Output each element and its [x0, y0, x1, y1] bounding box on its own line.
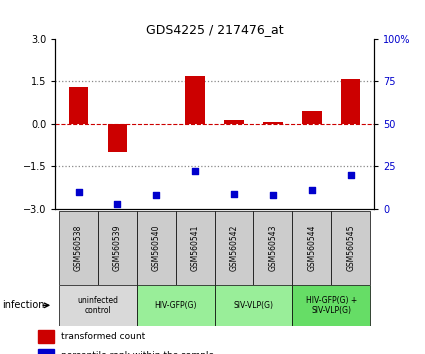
Bar: [137, 211, 176, 285]
Point: [347, 172, 354, 178]
Point: [75, 189, 82, 195]
Bar: [37, 330, 54, 343]
Bar: [292, 285, 370, 326]
Text: uninfected
control: uninfected control: [77, 296, 119, 315]
Bar: [98, 211, 137, 285]
Bar: [263, 122, 283, 124]
Bar: [224, 120, 244, 124]
Bar: [108, 124, 127, 152]
Text: HIV-GFP(G) +
SIV-VLP(G): HIV-GFP(G) + SIV-VLP(G): [306, 296, 357, 315]
Point: [192, 169, 198, 174]
Bar: [215, 211, 253, 285]
Bar: [341, 79, 360, 124]
Bar: [137, 285, 215, 326]
Bar: [292, 211, 331, 285]
Bar: [37, 349, 54, 354]
Text: HIV-GFP(G): HIV-GFP(G): [155, 301, 197, 310]
Text: GSM560539: GSM560539: [113, 224, 122, 271]
Bar: [331, 211, 370, 285]
Point: [231, 191, 238, 196]
Title: GDS4225 / 217476_at: GDS4225 / 217476_at: [146, 23, 283, 36]
Text: transformed count: transformed count: [61, 332, 145, 341]
Point: [309, 187, 315, 193]
Text: infection: infection: [2, 300, 45, 310]
Text: GSM560542: GSM560542: [230, 224, 238, 271]
Text: GSM560540: GSM560540: [152, 224, 161, 271]
Text: SIV-VLP(G): SIV-VLP(G): [233, 301, 274, 310]
Bar: [59, 211, 98, 285]
Bar: [253, 211, 292, 285]
Bar: [302, 111, 322, 124]
Text: GSM560538: GSM560538: [74, 224, 83, 271]
Text: GSM560545: GSM560545: [346, 224, 355, 271]
Point: [114, 201, 121, 207]
Bar: [185, 76, 205, 124]
Bar: [176, 211, 215, 285]
Bar: [215, 285, 292, 326]
Point: [269, 193, 276, 198]
Bar: [59, 285, 137, 326]
Text: GSM560544: GSM560544: [307, 224, 316, 271]
Text: GSM560541: GSM560541: [191, 224, 200, 271]
Text: GSM560543: GSM560543: [269, 224, 278, 271]
Bar: [69, 87, 88, 124]
Point: [153, 193, 160, 198]
Text: percentile rank within the sample: percentile rank within the sample: [61, 351, 214, 354]
